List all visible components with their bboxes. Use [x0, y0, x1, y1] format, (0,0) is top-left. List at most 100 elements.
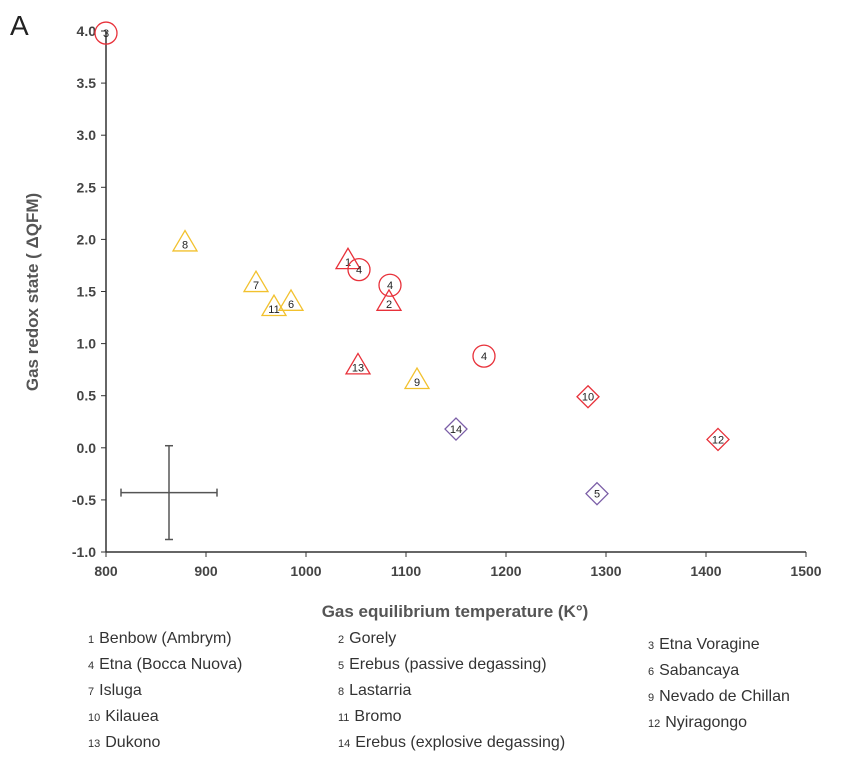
error-bar [120, 444, 218, 541]
legend-number: 10 [88, 712, 101, 724]
point-label: 5 [594, 489, 600, 501]
data-point-2: 2 [375, 288, 403, 311]
data-point-13: 13 [344, 352, 372, 375]
y-tick-label: 1.5 [77, 284, 97, 300]
legend-item-6: 6 Sabancaya [648, 662, 739, 680]
legend-number: 14 [338, 738, 351, 750]
y-axis-title: Gas redox state ( ΔQFM) [23, 193, 42, 391]
triangle-marker [171, 229, 199, 252]
legend: 1 Benbow (Ambrym) 2 Gorely 3 Etna Voragine 4 Et… [88, 630, 846, 770]
y-tick-label: 4.0 [77, 23, 97, 39]
legend-label: Sabancaya [659, 662, 740, 679]
y-tick-label: 2.0 [77, 231, 97, 247]
data-point-7: 7 [242, 269, 270, 293]
triangle-marker [375, 288, 403, 311]
legend-number: 4 [88, 660, 95, 672]
legend-label: Nyiragongo [665, 714, 748, 731]
point-label: 4 [481, 351, 487, 363]
point-label: 6 [288, 299, 294, 311]
legend-number: 1 [88, 634, 95, 646]
legend-number: 11 [338, 712, 350, 724]
legend-item-2: 2 Gorely [338, 630, 396, 648]
legend-label: Etna Voragine [659, 636, 760, 653]
diamond-marker [585, 481, 609, 506]
legend-number: 6 [648, 666, 655, 678]
data-point-14: 14 [444, 417, 468, 441]
legend-label: Nevado de Chillan [659, 688, 790, 705]
triangle-marker [242, 269, 270, 293]
y-tick-label: 3.5 [77, 75, 97, 91]
y-tick-label: 0.5 [77, 388, 97, 404]
legend-label: Erebus (passive degassing) [349, 656, 547, 673]
legend-label: Lastarria [349, 682, 412, 699]
legend-number: 5 [338, 660, 345, 672]
x-tick-label: 1000 [290, 563, 321, 579]
legend-item-1: 1 Benbow (Ambrym) [88, 630, 232, 648]
triangle-marker [403, 366, 431, 390]
axes: 800 900 1000 1100 1200 1300 1400 1500 -1.0 -0.5 0.… [72, 23, 822, 579]
x-tick-label: 1200 [490, 563, 521, 579]
legend-item-10: 10 Kilauea [88, 708, 159, 726]
point-label: 11 [268, 304, 279, 316]
legend-item-14: 14 Erebus (explosive degassing) [338, 734, 565, 752]
legend-label: Isluga [99, 682, 142, 699]
y-tick-label: -0.5 [72, 492, 96, 508]
x-tick-label: 1500 [790, 563, 821, 579]
legend-number: 3 [648, 640, 655, 652]
point-label: 2 [386, 299, 392, 311]
data-point-12: 12 [706, 427, 730, 452]
x-axis-title: Gas equilibrium temperature (K°) [322, 602, 589, 621]
data-point-5: 5 [585, 481, 609, 506]
data-point-9: 9 [403, 366, 431, 390]
data-point-4: 4 [347, 257, 371, 282]
x-tick-label: 800 [94, 563, 118, 579]
triangle-marker [260, 293, 288, 317]
point-label: 1 [345, 257, 351, 269]
point-label: 3 [103, 28, 109, 40]
y-tick-label: 3.0 [77, 127, 97, 143]
data-point-10: 10 [576, 384, 600, 409]
legend-item-9: 9 Nevado de Chillan [648, 688, 790, 706]
legend-number: 12 [648, 718, 661, 730]
legend-item-12: 12 Nyiragongo [648, 714, 747, 732]
y-tick-label: -1.0 [72, 544, 96, 560]
panel-letter: A [10, 10, 29, 41]
diamond-marker [706, 427, 730, 452]
point-label: 10 [582, 392, 594, 404]
legend-item-3: 3 Etna Voragine [648, 636, 760, 654]
point-label: 4 [387, 280, 393, 292]
scatter-chart: 800 900 1000 1100 1200 1300 1400 1500 -1.0 -0.5 0.… [23, 21, 822, 621]
legend-number: 13 [88, 738, 101, 750]
legend-item-8: 8 Lastarria [338, 682, 411, 700]
data-point-3: 3 [94, 21, 118, 45]
diamond-marker [444, 417, 468, 441]
legend-label: Bromo [354, 708, 402, 725]
legend-number: 9 [648, 692, 655, 704]
data-point-6: 6 [277, 288, 305, 311]
y-tick-label: 0.0 [77, 440, 97, 456]
data-point-8: 8 [171, 229, 199, 252]
legend-label: Erebus (explosive degassing) [355, 734, 566, 751]
x-tick-label: 1100 [391, 563, 422, 579]
data-point-4: 4 [378, 273, 402, 297]
x-tick-label: 900 [194, 563, 218, 579]
y-tick-label: 1.0 [77, 336, 97, 352]
legend-label: Benbow (Ambrym) [99, 630, 232, 647]
legend-number: 2 [338, 634, 345, 646]
circle-marker [347, 257, 371, 282]
circle-marker [94, 21, 118, 45]
legend-number: 7 [88, 686, 95, 698]
legend-item-11: 11 Bromo [338, 708, 402, 726]
legend-item-13: 13 Dukono [88, 734, 160, 752]
data-point-4: 4 [472, 344, 496, 368]
legend-label: Etna (Bocca Nuova) [99, 656, 243, 673]
legend-item-7: 7 Isluga [88, 682, 142, 700]
y-tick-label: 2.5 [77, 179, 97, 195]
legend-label: Dukono [105, 734, 161, 751]
legend-item-4: 4 Etna (Bocca Nuova) [88, 656, 242, 674]
legend-label: Gorely [349, 630, 397, 647]
diamond-marker [576, 384, 600, 409]
circle-marker [378, 273, 402, 297]
point-label: 9 [414, 377, 420, 389]
